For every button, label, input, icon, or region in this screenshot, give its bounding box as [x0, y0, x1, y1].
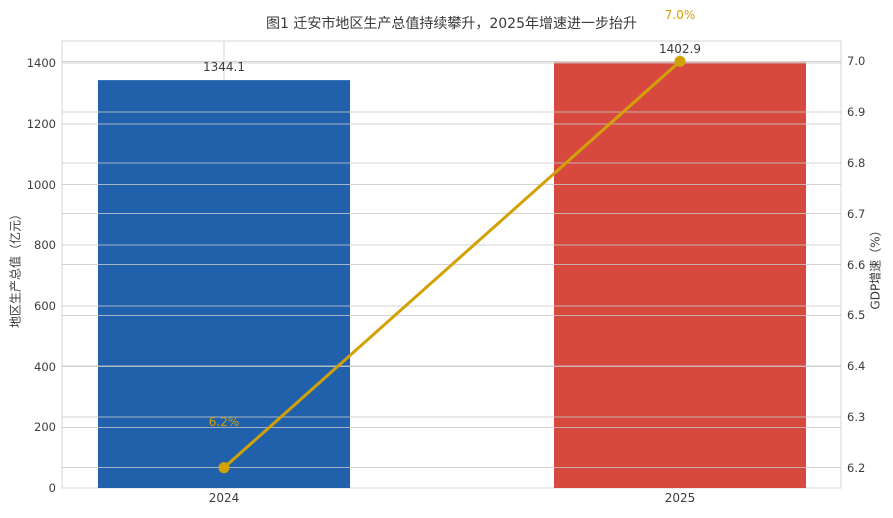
left-tick-label-800: 800 — [34, 238, 56, 253]
line-annotation-2025: 7.0% — [664, 8, 696, 23]
left-tick-label-400: 400 — [34, 359, 56, 374]
right-tick-label-6.6: 6.6 — [847, 257, 866, 272]
bar-2025 — [554, 62, 806, 489]
x-tick-label-2024: 2024 — [208, 491, 240, 505]
left-tick-label-600: 600 — [34, 298, 56, 313]
bar-value-label-2025: 1402.9 — [659, 42, 701, 57]
bar-2024 — [98, 80, 350, 488]
chart-title: 图1 迁安市地区生产总值持续攀升，2025年增速进一步抬升 — [266, 16, 637, 32]
right-tick-label-6.5: 6.5 — [847, 308, 866, 323]
left-tick-label-1000: 1000 — [26, 177, 56, 192]
line-annotation-2024: 6.2% — [208, 414, 240, 429]
left-tick-label-1400: 1400 — [26, 56, 56, 71]
right-tick-label-6.4: 6.4 — [847, 359, 866, 374]
right-tick-label-7.0: 7.0 — [847, 54, 866, 69]
gdp-growth-line — [222, 59, 682, 470]
left-tick-label-200: 200 — [34, 420, 56, 435]
right-tick-label-6.7: 6.7 — [847, 206, 866, 221]
gdp-point-2024 — [218, 462, 230, 474]
gdp-point-2025 — [674, 55, 686, 67]
right-tick-label-6.3: 6.3 — [847, 409, 866, 424]
right-tick-label-6.8: 6.8 — [847, 155, 866, 170]
right-axis-label: GDP增速（%） — [868, 224, 883, 310]
left-tick-label-0: 0 — [48, 481, 56, 495]
right-tick-label-6.2: 6.2 — [847, 460, 866, 475]
x-tick-label-2025: 2025 — [664, 491, 696, 505]
bar-value-label-2024: 1344.1 — [203, 60, 245, 75]
left-tick-label-1200: 1200 — [26, 116, 56, 131]
right-tick-label-6.9: 6.9 — [847, 105, 866, 120]
